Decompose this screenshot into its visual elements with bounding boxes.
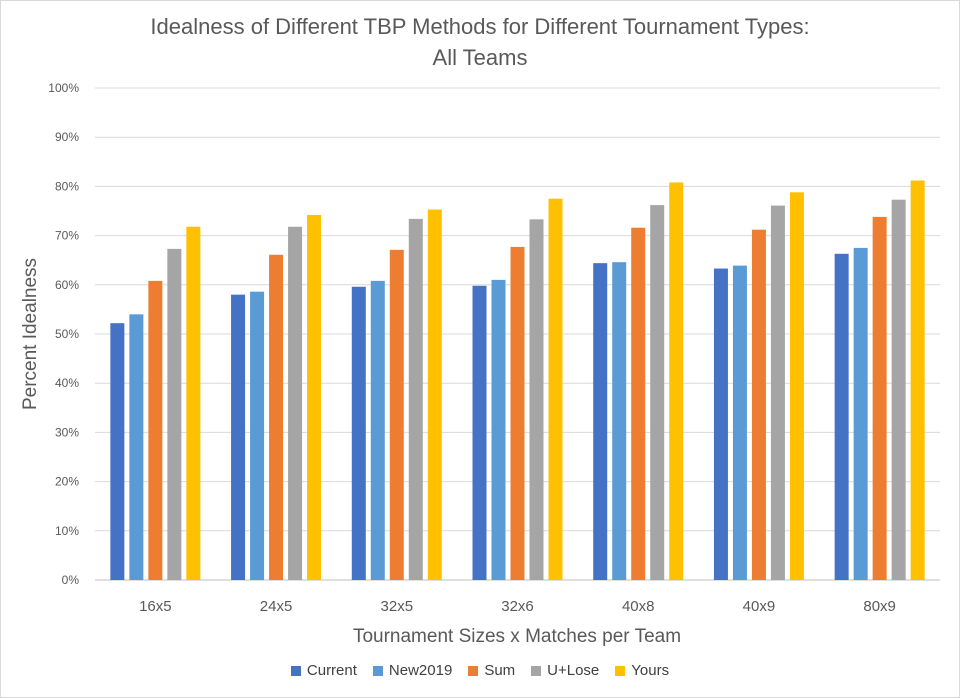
- bar-sum-16x5: [148, 280, 163, 580]
- bar-u-lose-32x6: [529, 219, 544, 580]
- bar-u-lose-40x8: [650, 205, 665, 580]
- bar-current-40x8: [593, 263, 608, 580]
- legend-item-u-lose: U+Lose: [531, 662, 599, 679]
- bar-sum-40x9: [751, 229, 766, 581]
- bars: [110, 180, 925, 581]
- y-tick-label: 0%: [62, 573, 80, 587]
- bar-new2019-80x9: [853, 247, 868, 580]
- legend-swatch: [615, 665, 626, 676]
- y-tick-label: 50%: [55, 327, 79, 341]
- legend-swatch: [468, 665, 479, 676]
- bar-yours-24x5: [307, 214, 322, 580]
- bar-new2019-16x5: [129, 314, 144, 580]
- y-tick-label: 40%: [55, 376, 79, 390]
- y-tick-label: 70%: [55, 229, 79, 243]
- bar-sum-32x6: [510, 246, 525, 580]
- legend-swatch: [531, 665, 542, 676]
- legend-item-new2019: New2019: [372, 662, 453, 679]
- y-tick-label: 60%: [55, 278, 79, 292]
- x-tick-label: 32x6: [501, 598, 534, 615]
- legend-label: Current: [306, 662, 357, 679]
- y-axis-ticks: 0% 10% 20% 30% 40% 50% 60% 70% 80% 90% 100%: [48, 81, 79, 587]
- bar-yours-40x9: [789, 192, 804, 580]
- bar-yours-32x6: [548, 198, 563, 580]
- bar-current-24x5: [231, 294, 246, 580]
- bar-current-80x9: [834, 253, 849, 580]
- x-tick-label: 40x8: [622, 598, 655, 615]
- bar-sum-24x5: [269, 254, 284, 580]
- bar-new2019-24x5: [250, 291, 265, 580]
- legend-swatch: [372, 665, 383, 676]
- bar-u-lose-24x5: [288, 226, 303, 580]
- legend-swatch: [290, 665, 301, 676]
- bar-sum-80x9: [872, 216, 887, 581]
- legend: Current New2019 Sum U+Lose Yours: [0, 662, 960, 679]
- y-tick-label: 10%: [55, 524, 79, 538]
- legend-label: Sum: [484, 662, 516, 679]
- bar-current-32x6: [472, 285, 487, 580]
- x-tick-label: 16x5: [139, 598, 172, 615]
- x-tick-label: 32x5: [381, 598, 414, 615]
- x-axis-label: Tournament Sizes x Matches per Team: [353, 626, 681, 647]
- legend-label: Yours: [631, 662, 670, 679]
- y-tick-label: 80%: [55, 179, 79, 193]
- bar-sum-40x8: [631, 227, 646, 580]
- bar-u-lose-40x9: [770, 205, 785, 580]
- bar-new2019-32x6: [491, 279, 506, 580]
- y-tick-label: 100%: [48, 81, 79, 95]
- legend-label: U+Lose: [547, 662, 600, 679]
- bar-current-16x5: [110, 323, 125, 580]
- bar-yours-40x8: [669, 182, 684, 581]
- legend-label: New2019: [388, 662, 453, 679]
- bar-yours-32x5: [427, 209, 442, 581]
- bar-yours-80x9: [910, 180, 925, 580]
- legend-item-current: Current: [290, 662, 357, 679]
- y-axis-label: Percent Idealness: [20, 258, 41, 410]
- bar-yours-16x5: [186, 226, 201, 580]
- y-tick-label: 30%: [55, 425, 79, 439]
- x-tick-label: 80x9: [863, 598, 896, 615]
- bar-new2019-40x8: [612, 262, 627, 580]
- x-tick-label: 24x5: [260, 598, 293, 615]
- bar-sum-32x5: [389, 249, 404, 581]
- legend-item-yours: Yours: [615, 662, 669, 679]
- legend-item-sum: Sum: [468, 662, 515, 679]
- bar-u-lose-80x9: [891, 199, 906, 580]
- y-tick-label: 90%: [55, 130, 79, 144]
- bar-current-40x9: [713, 268, 728, 580]
- chart-title: Idealness of Different TBP Methods for D…: [150, 14, 810, 39]
- bar-current-32x5: [351, 286, 366, 580]
- x-axis-ticks: 16x5 24x5 32x5 32x6 40x8 40x9 80x9: [139, 598, 896, 615]
- y-tick-label: 20%: [55, 475, 79, 489]
- x-tick-label: 40x9: [743, 598, 776, 615]
- bar-u-lose-32x5: [408, 218, 423, 580]
- bar-new2019-40x9: [732, 265, 747, 580]
- chart-subtitle: All Teams: [432, 45, 528, 70]
- bar-u-lose-16x5: [167, 248, 182, 580]
- bar-new2019-32x5: [370, 280, 385, 580]
